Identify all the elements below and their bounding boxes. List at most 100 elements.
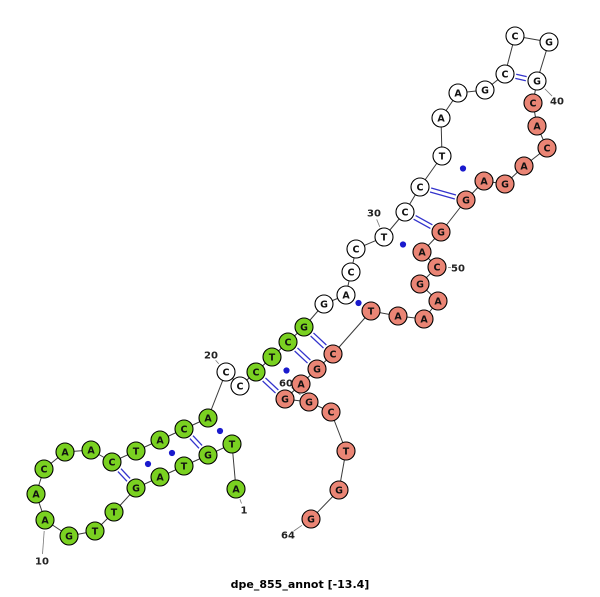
nucleotide-base: C: [348, 267, 355, 278]
nucleotide-base: C: [402, 207, 409, 218]
nucleotide-base: C: [353, 244, 360, 255]
nucleotide: [321, 402, 341, 422]
nucleotide: [126, 478, 146, 498]
nucleotide-base: G: [437, 227, 445, 238]
nucleotide-base: A: [204, 413, 212, 424]
nucleotide-base: G: [307, 514, 315, 525]
position-label: 30: [367, 209, 381, 220]
position-label: 1: [241, 506, 248, 517]
nucleotide-base: T: [92, 526, 99, 537]
nucleotide-base: T: [269, 352, 276, 363]
nucleotide-base: C: [109, 457, 116, 468]
nucleotide: [216, 362, 236, 382]
nucleotide: [474, 171, 494, 191]
nucleotide-base: T: [229, 439, 236, 450]
nucleotide-base: C: [530, 98, 537, 109]
nucleotide: [374, 227, 394, 247]
nucleotide: [414, 309, 434, 329]
nucleotide-base: A: [156, 435, 164, 446]
base-pair-bond: [189, 438, 200, 449]
base-pair-bond: [310, 335, 324, 349]
base-pair-bond: [413, 218, 431, 230]
nucleotide-base: G: [501, 179, 509, 190]
nucleotide: [505, 26, 525, 46]
nucleotide-base: G: [416, 279, 424, 290]
nucleotide: [275, 389, 295, 409]
nucleotide-base: A: [61, 447, 69, 458]
nucleotide: [85, 521, 105, 541]
nucleotide: [35, 510, 55, 530]
nucleotide-base: C: [544, 143, 551, 154]
base-pair-bond: [117, 471, 128, 482]
nucleotide: [314, 294, 334, 314]
nucleotide: [198, 445, 218, 465]
base-pair-bond: [515, 77, 526, 82]
nucleotide: [226, 479, 246, 499]
nucleotide: [346, 239, 366, 259]
nucleotide-base: A: [454, 88, 462, 99]
nucleotide: [456, 190, 476, 210]
base-pair-dot: [144, 460, 152, 468]
nucleotide-base: G: [281, 394, 289, 405]
nucleotide-base: T: [133, 446, 140, 457]
nucleotide: [537, 138, 557, 158]
nucleotide-base: C: [237, 381, 244, 392]
base-pair-bond: [192, 435, 203, 446]
base-pair-bond: [297, 347, 311, 361]
base-pair-bond: [294, 350, 308, 364]
nucleotide: [336, 285, 356, 305]
label-pointer-line: [293, 524, 303, 532]
nucleotide: [523, 93, 543, 113]
nucleotide: [410, 177, 430, 197]
nucleotide: [55, 442, 75, 462]
base-pair-dot: [168, 449, 176, 457]
nucleotide: [230, 376, 250, 396]
nucleotide: [198, 408, 218, 428]
nucleotide-base: G: [320, 299, 328, 310]
nucleotide-base: G: [335, 485, 343, 496]
nucleotide: [104, 502, 124, 522]
nucleotide: [475, 80, 495, 100]
label-pointer-line: [215, 359, 220, 365]
nucleotide: [412, 242, 432, 262]
nucleotide: [341, 262, 361, 282]
nucleotide-base: C: [417, 182, 424, 193]
nucleotide-base: A: [533, 121, 541, 132]
nucleotide: [361, 301, 381, 321]
nucleotide: [448, 83, 468, 103]
position-label: 20: [204, 351, 218, 362]
nucleotide: [81, 440, 101, 460]
base-pair-bond: [265, 377, 279, 391]
nucleotide: [495, 64, 515, 84]
label-pointer-line: [239, 499, 242, 504]
nucleotide: [294, 317, 314, 337]
nucleotide-base: A: [41, 515, 49, 526]
nucleotide-base: G: [305, 397, 313, 408]
base-pair-dot: [283, 367, 290, 374]
nucleotide: [431, 108, 451, 128]
nucleotide-base: A: [437, 113, 445, 124]
nucleotide-base: C: [285, 337, 292, 348]
nucleotide-base: A: [418, 247, 426, 258]
nucleotide-base: A: [394, 311, 402, 322]
nucleotide-base: C: [181, 424, 188, 435]
nucleotide: [514, 156, 534, 176]
base-pair-bond: [516, 73, 527, 78]
nucleotide-base: C: [41, 464, 48, 475]
base-pair-bond: [429, 191, 456, 200]
nucleotide: [388, 306, 408, 326]
nucleotide-base: G: [533, 76, 541, 87]
nucleotide: [34, 459, 54, 479]
nucleotide-base: C: [328, 407, 335, 418]
nucleotide-base: A: [434, 296, 442, 307]
nucleotide-base: C: [330, 349, 337, 360]
nucleotide-base: G: [204, 450, 212, 461]
nucleotide: [428, 291, 448, 311]
nucleotide: [323, 344, 343, 364]
nucleotide: [126, 441, 146, 461]
position-label: 40: [550, 97, 564, 108]
nucleotide: [150, 467, 170, 487]
nucleotide-base: A: [87, 445, 95, 456]
